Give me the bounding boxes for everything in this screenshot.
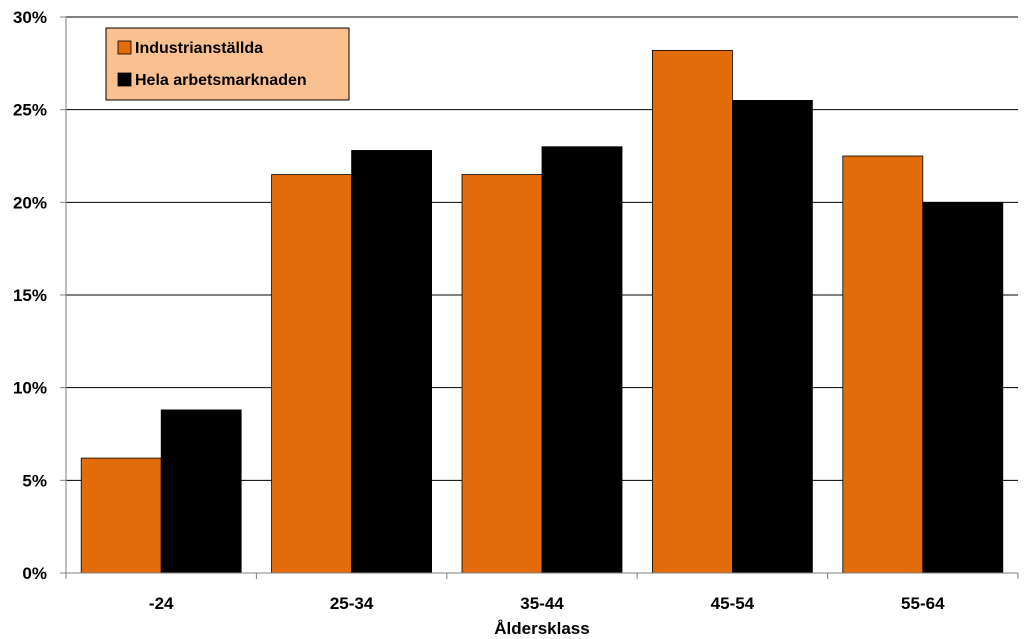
x-tick-label: 45-54 xyxy=(711,594,755,613)
legend-label: Industrianställda xyxy=(135,40,263,57)
y-axis-ticks: 0% 5% 10% 15% 20% 25% 30% xyxy=(13,8,66,583)
bar-hela-arbetsmarknaden-55-64 xyxy=(922,201,1004,574)
x-tick-label: 55-64 xyxy=(901,594,945,613)
legend-swatch xyxy=(117,72,132,87)
y-tick-label: 25% xyxy=(13,101,47,120)
bar-industrianstallda-55-64 xyxy=(842,155,924,574)
bar-industrianstallda-45-54 xyxy=(652,49,733,574)
y-tick-label: 20% xyxy=(13,193,47,212)
x-tick-label: 35-44 xyxy=(520,594,564,613)
y-tick-label: 5% xyxy=(22,471,47,490)
y-tick-label: 10% xyxy=(13,379,47,398)
y-tick-label: 15% xyxy=(13,286,47,305)
legend-box xyxy=(105,27,350,101)
legend: Industrianställda Hela arbetsmarknaden xyxy=(105,27,350,101)
bar-industrianstallda--24 xyxy=(80,457,162,574)
x-axis-title: Åldersklass xyxy=(494,619,589,638)
x-axis-ticks: -24 25-34 35-44 45-54 55-64 xyxy=(65,573,1019,613)
bar-hela-arbetsmarknaden-35-44 xyxy=(541,146,623,574)
bar-hela-arbetsmarknaden-45-54 xyxy=(732,100,813,574)
x-tick-label: 25-34 xyxy=(330,594,374,613)
bar-hela-arbetsmarknaden--24 xyxy=(160,409,242,574)
bar-industrianstallda-35-44 xyxy=(461,174,543,574)
y-tick-label: 30% xyxy=(13,8,47,27)
bar-hela-arbetsmarknaden-25-34 xyxy=(351,150,433,574)
bar-industrianstallda-25-34 xyxy=(271,174,353,574)
y-tick-label: 0% xyxy=(22,564,47,583)
legend-label: Hela arbetsmarknaden xyxy=(135,72,307,89)
legend-swatch xyxy=(117,40,132,55)
bars xyxy=(80,49,1004,574)
x-tick-label: -24 xyxy=(149,594,174,613)
